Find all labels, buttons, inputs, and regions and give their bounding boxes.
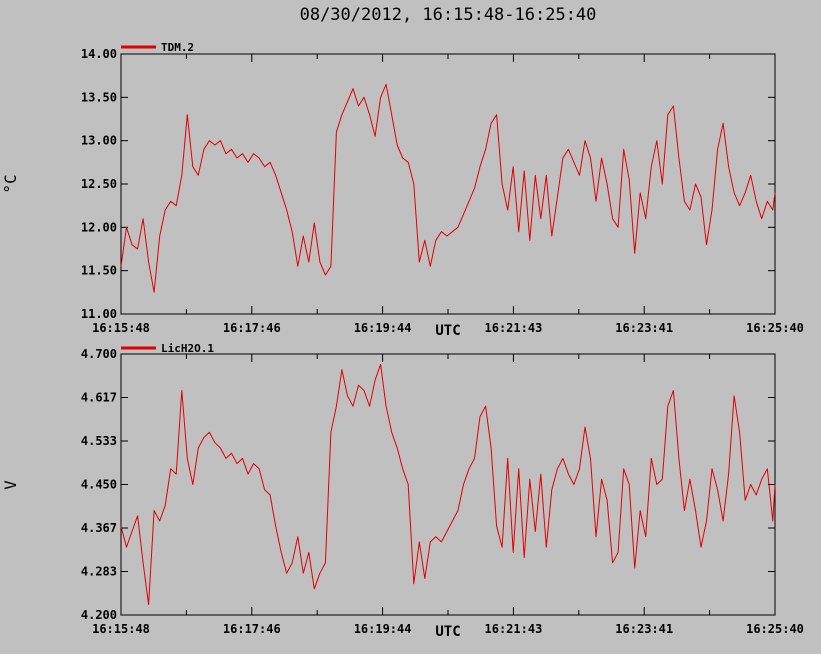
volt-legend-label: LicH2O.1 (161, 342, 214, 355)
volt-series-line (120, 363, 776, 606)
volt-xtick-label: 16:19:44 (354, 622, 412, 636)
temp-ytick-label: 13.50 (81, 90, 117, 104)
volt-ytick-label: 4.283 (81, 565, 117, 579)
temp-ytick-label: 14.00 (81, 47, 117, 61)
temp-xtick-label: 16:17:46 (223, 321, 281, 335)
temp-xtick-label: 16:15:48 (92, 321, 150, 335)
temp-xaxis-label: UTC (435, 323, 460, 339)
volt-xaxis-label: UTC (435, 624, 460, 640)
temp-yaxis-label: °C (1, 174, 20, 193)
volt-yaxis-label: V (1, 480, 20, 490)
temp-xtick-label: 16:21:43 (485, 321, 543, 335)
voltage-panel: 4.200 4.283 4.367 4.450 4.533 4.617 4.700 16:15… (1, 342, 804, 640)
temp-series-line (120, 83, 776, 293)
volt-xtick-label: 16:21:43 (485, 622, 543, 636)
temp-ytick-label: 11.00 (81, 307, 117, 321)
volt-ytick-label: 4.367 (81, 521, 117, 535)
temp-ytick-label: 13.00 (81, 134, 117, 148)
volt-xtick-label: 16:25:40 (746, 622, 804, 636)
temp-xtick-label: 16:23:41 (615, 321, 673, 335)
temp-ytick-label: 12.50 (81, 177, 117, 191)
volt-ytick-label: 4.450 (81, 478, 117, 492)
volt-ytick-label: 4.617 (81, 391, 117, 405)
volt-ytick-label: 4.533 (81, 434, 117, 448)
volt-xtick-label: 16:17:46 (223, 622, 281, 636)
temp-xtick-label: 16:25:40 (746, 321, 804, 335)
temp-xtick-label: 16:19:44 (354, 321, 412, 335)
temp-ytick-label: 12.00 (81, 220, 117, 234)
temp-plot-frame (120, 53, 776, 315)
chart-title: 08/30/2012, 16:15:48-16:25:40 (300, 5, 597, 25)
temperature-panel: 11.00 11.50 12.00 12.50 13.00 13.50 14.00 16:15… (1, 41, 804, 339)
temp-legend-label: TDM.2 (161, 41, 194, 54)
volt-xtick-label: 16:15:48 (92, 622, 150, 636)
volt-xtick-label: 16:23:41 (615, 622, 673, 636)
volt-ytick-label: 4.200 (81, 608, 117, 622)
volt-ytick-label: 4.700 (81, 347, 117, 361)
temp-ytick-label: 11.50 (81, 264, 117, 278)
volt-plot-frame (120, 353, 776, 616)
